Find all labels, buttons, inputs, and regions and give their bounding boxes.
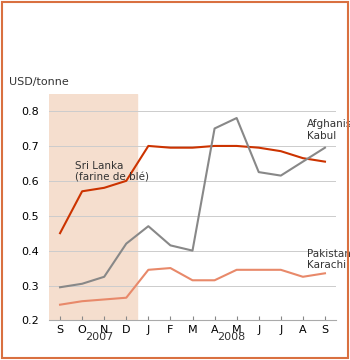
Text: Prix de détail du blé sur certains: Prix de détail du blé sur certains	[80, 14, 310, 28]
Text: 2008: 2008	[217, 332, 245, 342]
Text: Figure 12.: Figure 12.	[14, 14, 94, 28]
Text: marchés asiatiques: marchés asiatiques	[14, 48, 149, 62]
Text: Sri Lanka
(farine de blé): Sri Lanka (farine de blé)	[76, 161, 149, 183]
Text: Pakistan
Karachi: Pakistan Karachi	[307, 248, 350, 270]
Text: USD/tonne: USD/tonne	[9, 77, 69, 87]
Text: Afghanistan
Kabul: Afghanistan Kabul	[307, 120, 350, 141]
Text: 2007: 2007	[86, 332, 114, 342]
Bar	[49, 94, 137, 320]
